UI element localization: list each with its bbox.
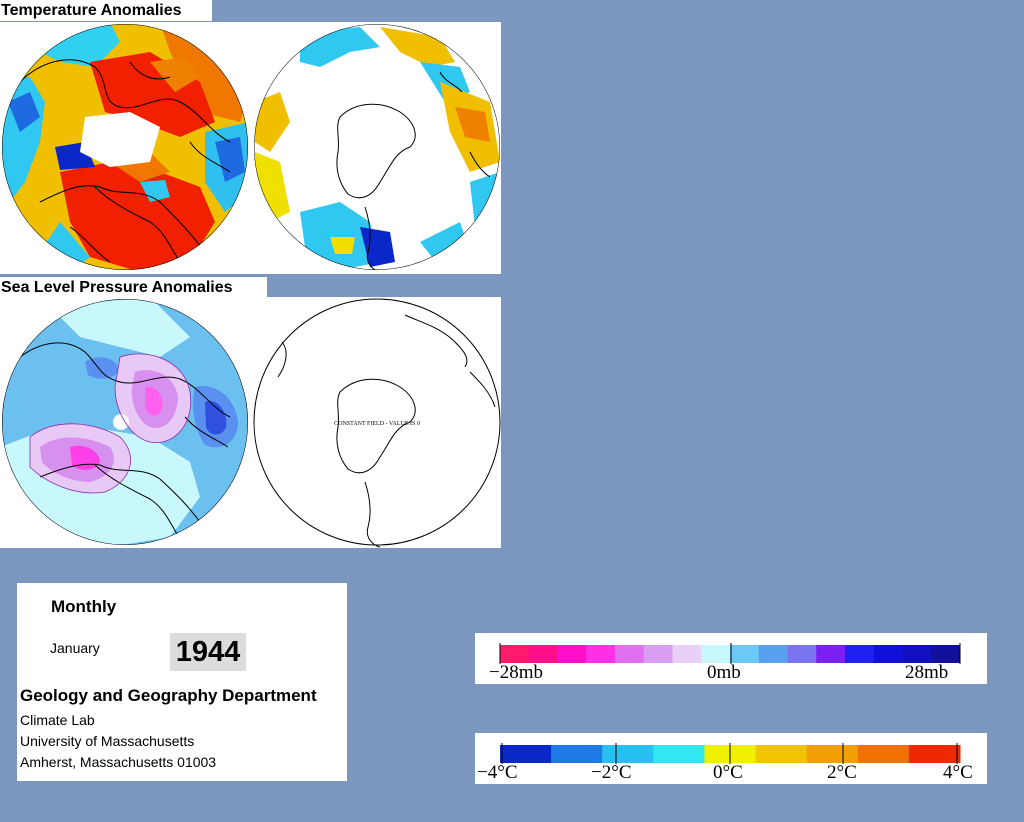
temperature-swatch <box>653 745 705 763</box>
pressure-swatch <box>701 645 731 663</box>
pressure-swatch <box>730 645 760 663</box>
info-panel: Monthly January 1944 Geology and Geograp… <box>17 583 347 781</box>
year-label: 1944 <box>170 633 246 671</box>
temperature-swatch <box>806 745 859 763</box>
temperature-swatch <box>602 745 654 763</box>
nh-pressure-map <box>2 299 248 545</box>
temperature-swatch <box>755 745 808 763</box>
pressure-label-zero: 0mb <box>707 662 741 683</box>
pressure-swatch <box>873 645 903 663</box>
pressure-swatch <box>845 645 875 663</box>
university-name: University of Massachusetts <box>20 733 195 749</box>
temperature-maps-panel <box>0 22 501 274</box>
pressure-swatch <box>816 645 846 663</box>
pressure-swatch <box>931 645 961 663</box>
pressure-swatch <box>902 645 932 663</box>
temperature-color-legend: −4°C −2°C 0°C 2°C 4°C <box>475 733 987 784</box>
pressure-swatch <box>643 645 673 663</box>
pressure-swatch <box>500 645 530 663</box>
temperature-label-2: 2°C <box>827 762 857 783</box>
pressure-swatch <box>557 645 587 663</box>
sh-pressure-map: CONSTANT FIELD - VALUE IS 0 <box>253 298 501 548</box>
month-label: January <box>50 640 100 656</box>
temperature-label-0: 0°C <box>713 762 743 783</box>
pressure-color-legend: −28mb 0mb 28mb <box>475 633 987 684</box>
sea-level-pressure-anomalies-title: Sea Level Pressure Anomalies <box>0 277 267 298</box>
pressure-swatch <box>615 645 645 663</box>
temperature-swatch <box>551 745 603 763</box>
pressure-colorbar <box>499 643 961 664</box>
constant-field-note: CONSTANT FIELD - VALUE IS 0 <box>334 421 420 427</box>
period-label: Monthly <box>51 597 117 616</box>
sh-temperature-map <box>254 24 500 270</box>
temperature-swatch <box>500 745 552 763</box>
temperature-label-minus4: −4°C <box>477 762 518 783</box>
pressure-label-min: −28mb <box>489 662 543 683</box>
pressure-label-max: 28mb <box>905 662 949 683</box>
temperature-colorbar <box>500 743 961 764</box>
temperature-swatch <box>908 745 961 763</box>
lab-name: Climate Lab <box>20 712 95 728</box>
temperature-label-minus2: −2°C <box>591 762 632 783</box>
temperature-label-4: 4°C <box>943 762 973 783</box>
address: Amherst, Massachusetts 01003 <box>20 754 217 770</box>
temperature-anomalies-title: Temperature Anomalies <box>0 0 212 21</box>
pressure-maps-panel: CONSTANT FIELD - VALUE IS 0 <box>0 297 501 548</box>
nh-temperature-map <box>2 24 248 270</box>
pressure-swatch <box>672 645 702 663</box>
pressure-swatch <box>787 645 817 663</box>
pressure-swatch <box>758 645 788 663</box>
pressure-swatch <box>586 645 616 663</box>
temperature-swatch <box>857 745 910 763</box>
department-name: Geology and Geography Department <box>20 686 317 705</box>
pressure-swatch <box>528 645 558 663</box>
